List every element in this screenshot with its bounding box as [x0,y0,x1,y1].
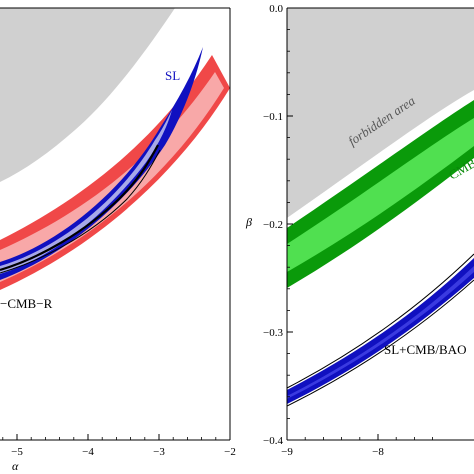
right-sl-cmb-bao-outer [287,258,474,404]
left-x-ticks: −5 −4 −3 −2 [2,434,236,458]
right-y-tick-label: 0.0 [269,3,283,15]
right-x-ticks: −9 −8 [281,434,434,458]
right-contour-line-2 [287,279,474,407]
left-x-tick-label: −2 [224,446,236,458]
left-sl-contour-outer [0,47,203,280]
right-y-tick-label: −0.2 [263,219,283,231]
right-forbidden-edge [287,91,474,222]
right-forbidden-region [287,8,474,218]
left-x-tick-label: −5 [11,446,23,458]
left-cmb-r-band-inner [0,72,224,282]
right-y-ticks: 0.0 −0.1 −0.2 −0.3 −0.4 [263,3,293,447]
right-y-tick-label: −0.1 [263,111,283,123]
left-x-tick-label: −4 [82,446,94,458]
right-x-tick-label: −9 [281,446,293,458]
left-combined-contour-2 [0,149,161,274]
right-x-tick-label: −8 [372,446,384,458]
left-forbidden-region [0,8,175,182]
right-panel: −9 −8 0.0−0.1−0.2−0.3−0.4 forbidden area … [245,3,474,458]
left-x-tick-label: −3 [153,446,165,458]
right-cmb-band-inner [287,118,474,272]
right-contour-line-1 [287,253,474,389]
left-panel: −5 −4 −3 −2 SL −CMB−R α [0,7,236,473]
left-annotation-sl: SL [165,68,180,83]
left-annotation-cmb-r: −CMB−R [0,296,53,311]
right-y-tick-label: −0.4 [263,435,283,447]
right-annotation-sl-cmb-bao: SL+CMB/BAO [384,342,466,357]
right-y-tick-label: −0.3 [263,327,283,339]
left-combined-contour [0,144,159,272]
left-x-axis-label: α [12,459,19,473]
right-y-axis-label: β [245,215,252,229]
